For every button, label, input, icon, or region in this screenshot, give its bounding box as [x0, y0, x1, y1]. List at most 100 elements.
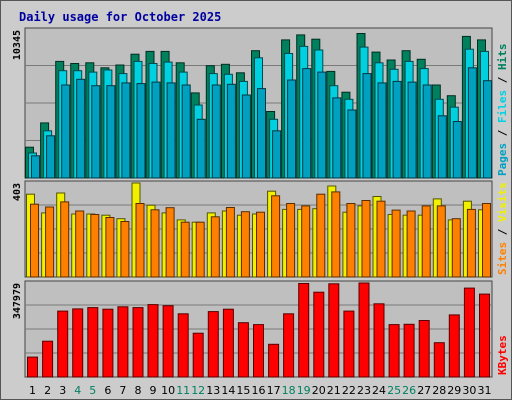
bar-kbytes-23: [358, 282, 370, 378]
x-tick-label: 18: [282, 384, 296, 397]
x-tick-label: 29: [447, 384, 461, 397]
x-tick-label: 8: [135, 384, 142, 397]
bar-sites-15: [240, 211, 250, 278]
legend-separator: /: [496, 222, 509, 242]
bar-kbytes-9: [147, 304, 159, 378]
bar-kbytes-15: [237, 322, 249, 378]
bar-pages-28: [437, 115, 447, 179]
bar-sites-7: [120, 221, 130, 278]
bar-sites-3: [60, 201, 70, 278]
bar-kbytes-13: [207, 311, 219, 378]
bar-pages-13: [211, 84, 221, 179]
bar-sites-5: [90, 214, 100, 278]
bar-sites-29: [451, 218, 461, 278]
x-tick-label: 14: [221, 384, 235, 397]
bar-sites-6: [105, 217, 115, 278]
legend-entry-files: Files: [496, 90, 509, 123]
bar-kbytes-12: [192, 332, 204, 378]
x-tick-label: 19: [297, 384, 311, 397]
bar-sites-4: [75, 210, 85, 278]
scale-label: 347979: [12, 283, 23, 319]
bar-kbytes-8: [132, 307, 144, 378]
x-tick-label: 15: [236, 384, 250, 397]
bar-pages-12: [196, 118, 206, 179]
legend-entry-sites: Sites: [496, 242, 509, 275]
bar-pages-11: [181, 84, 191, 179]
bar-kbytes-14: [222, 308, 234, 378]
scale-label: 403: [12, 183, 23, 201]
bar-kbytes-25: [388, 324, 400, 378]
bar-pages-25: [392, 80, 402, 179]
x-tick-label: 2: [44, 384, 51, 397]
x-tick-label: 21: [327, 384, 341, 397]
bar-kbytes-20: [313, 291, 325, 378]
bar-kbytes-2: [42, 340, 54, 378]
bar-pages-5: [91, 85, 101, 179]
x-tick-label: 10: [161, 384, 175, 397]
bar-kbytes-29: [448, 314, 460, 378]
bar-sites-20: [316, 193, 326, 278]
bar-sites-22: [346, 203, 356, 278]
bar-pages-21: [332, 97, 342, 179]
bar-kbytes-4: [72, 308, 84, 378]
bar-kbytes-1: [27, 356, 38, 378]
legend-separator: /: [496, 123, 509, 143]
bar-kbytes-26: [403, 323, 415, 378]
bar-sites-31: [482, 203, 491, 278]
bar-sites-8: [135, 203, 145, 278]
bar-pages-15: [241, 94, 251, 179]
bar-kbytes-30: [463, 287, 475, 378]
bar-kbytes-24: [373, 303, 385, 378]
bar-pages-31: [483, 80, 492, 179]
bar-kbytes-27: [418, 320, 430, 378]
x-tick-label: 13: [206, 384, 220, 397]
bar-sites-27: [421, 205, 431, 278]
bar-sites-17: [271, 195, 281, 278]
x-tick-label: 6: [104, 384, 111, 397]
bar-pages-17: [272, 130, 282, 179]
bar-kbytes-6: [102, 308, 114, 378]
scale-label: 10345: [12, 30, 23, 60]
x-tick-label: 20: [312, 384, 326, 397]
x-tick-label: 23: [357, 384, 371, 397]
bar-pages-2: [46, 135, 56, 179]
bar-kbytes-22: [343, 310, 355, 378]
bar-sites-16: [256, 211, 265, 278]
legend-entry-kbytes: KBytes: [496, 335, 509, 375]
legend-entry-pages: Pages: [496, 143, 509, 176]
bar-sites-25: [391, 209, 401, 278]
bar-kbytes-19: [298, 283, 310, 378]
x-tick-label: 11: [176, 384, 190, 397]
bar-sites-1: [30, 203, 39, 278]
bar-kbytes-16: [253, 324, 264, 378]
x-tick-label: 31: [478, 384, 492, 397]
bar-pages-3: [61, 84, 71, 179]
x-tick-label: 27: [417, 384, 431, 397]
bar-pages-6: [106, 85, 116, 179]
bar-pages-24: [377, 82, 387, 179]
bar-kbytes-10: [162, 305, 174, 378]
chart-title: Daily usage for October 2025: [19, 10, 221, 24]
bar-sites-2: [45, 206, 55, 278]
legend-entry-hits: Hits: [496, 44, 509, 71]
bar-sites-11: [180, 221, 190, 278]
bar-pages-26: [407, 81, 417, 179]
bar-kbytes-3: [57, 310, 69, 378]
x-tick-label: 5: [89, 384, 96, 397]
x-tick-label: 30: [462, 384, 476, 397]
bar-sites-23: [361, 200, 371, 278]
bar-sites-18: [286, 203, 296, 278]
bar-pages-10: [166, 82, 176, 179]
bar-pages-9: [151, 81, 161, 179]
bar-sites-14: [225, 207, 235, 278]
bar-kbytes-7: [117, 306, 129, 378]
panel-visits_sites: 403 Sites / Visits: [12, 180, 509, 278]
x-axis-labels: 1 2 3 4 5 6 7 8 9 10 11 12 13 14 15 16 17 18 19 20 21 22 23 24 2…: [29, 384, 492, 397]
panel-kbytes: 347979 KBytes: [12, 280, 509, 378]
x-tick-label: 12: [191, 384, 205, 397]
bar-kbytes-21: [328, 283, 340, 378]
legend-visits_sites: Sites / Visits: [496, 182, 509, 275]
x-tick-label: 26: [402, 384, 416, 397]
legend-separator: /: [496, 70, 509, 90]
